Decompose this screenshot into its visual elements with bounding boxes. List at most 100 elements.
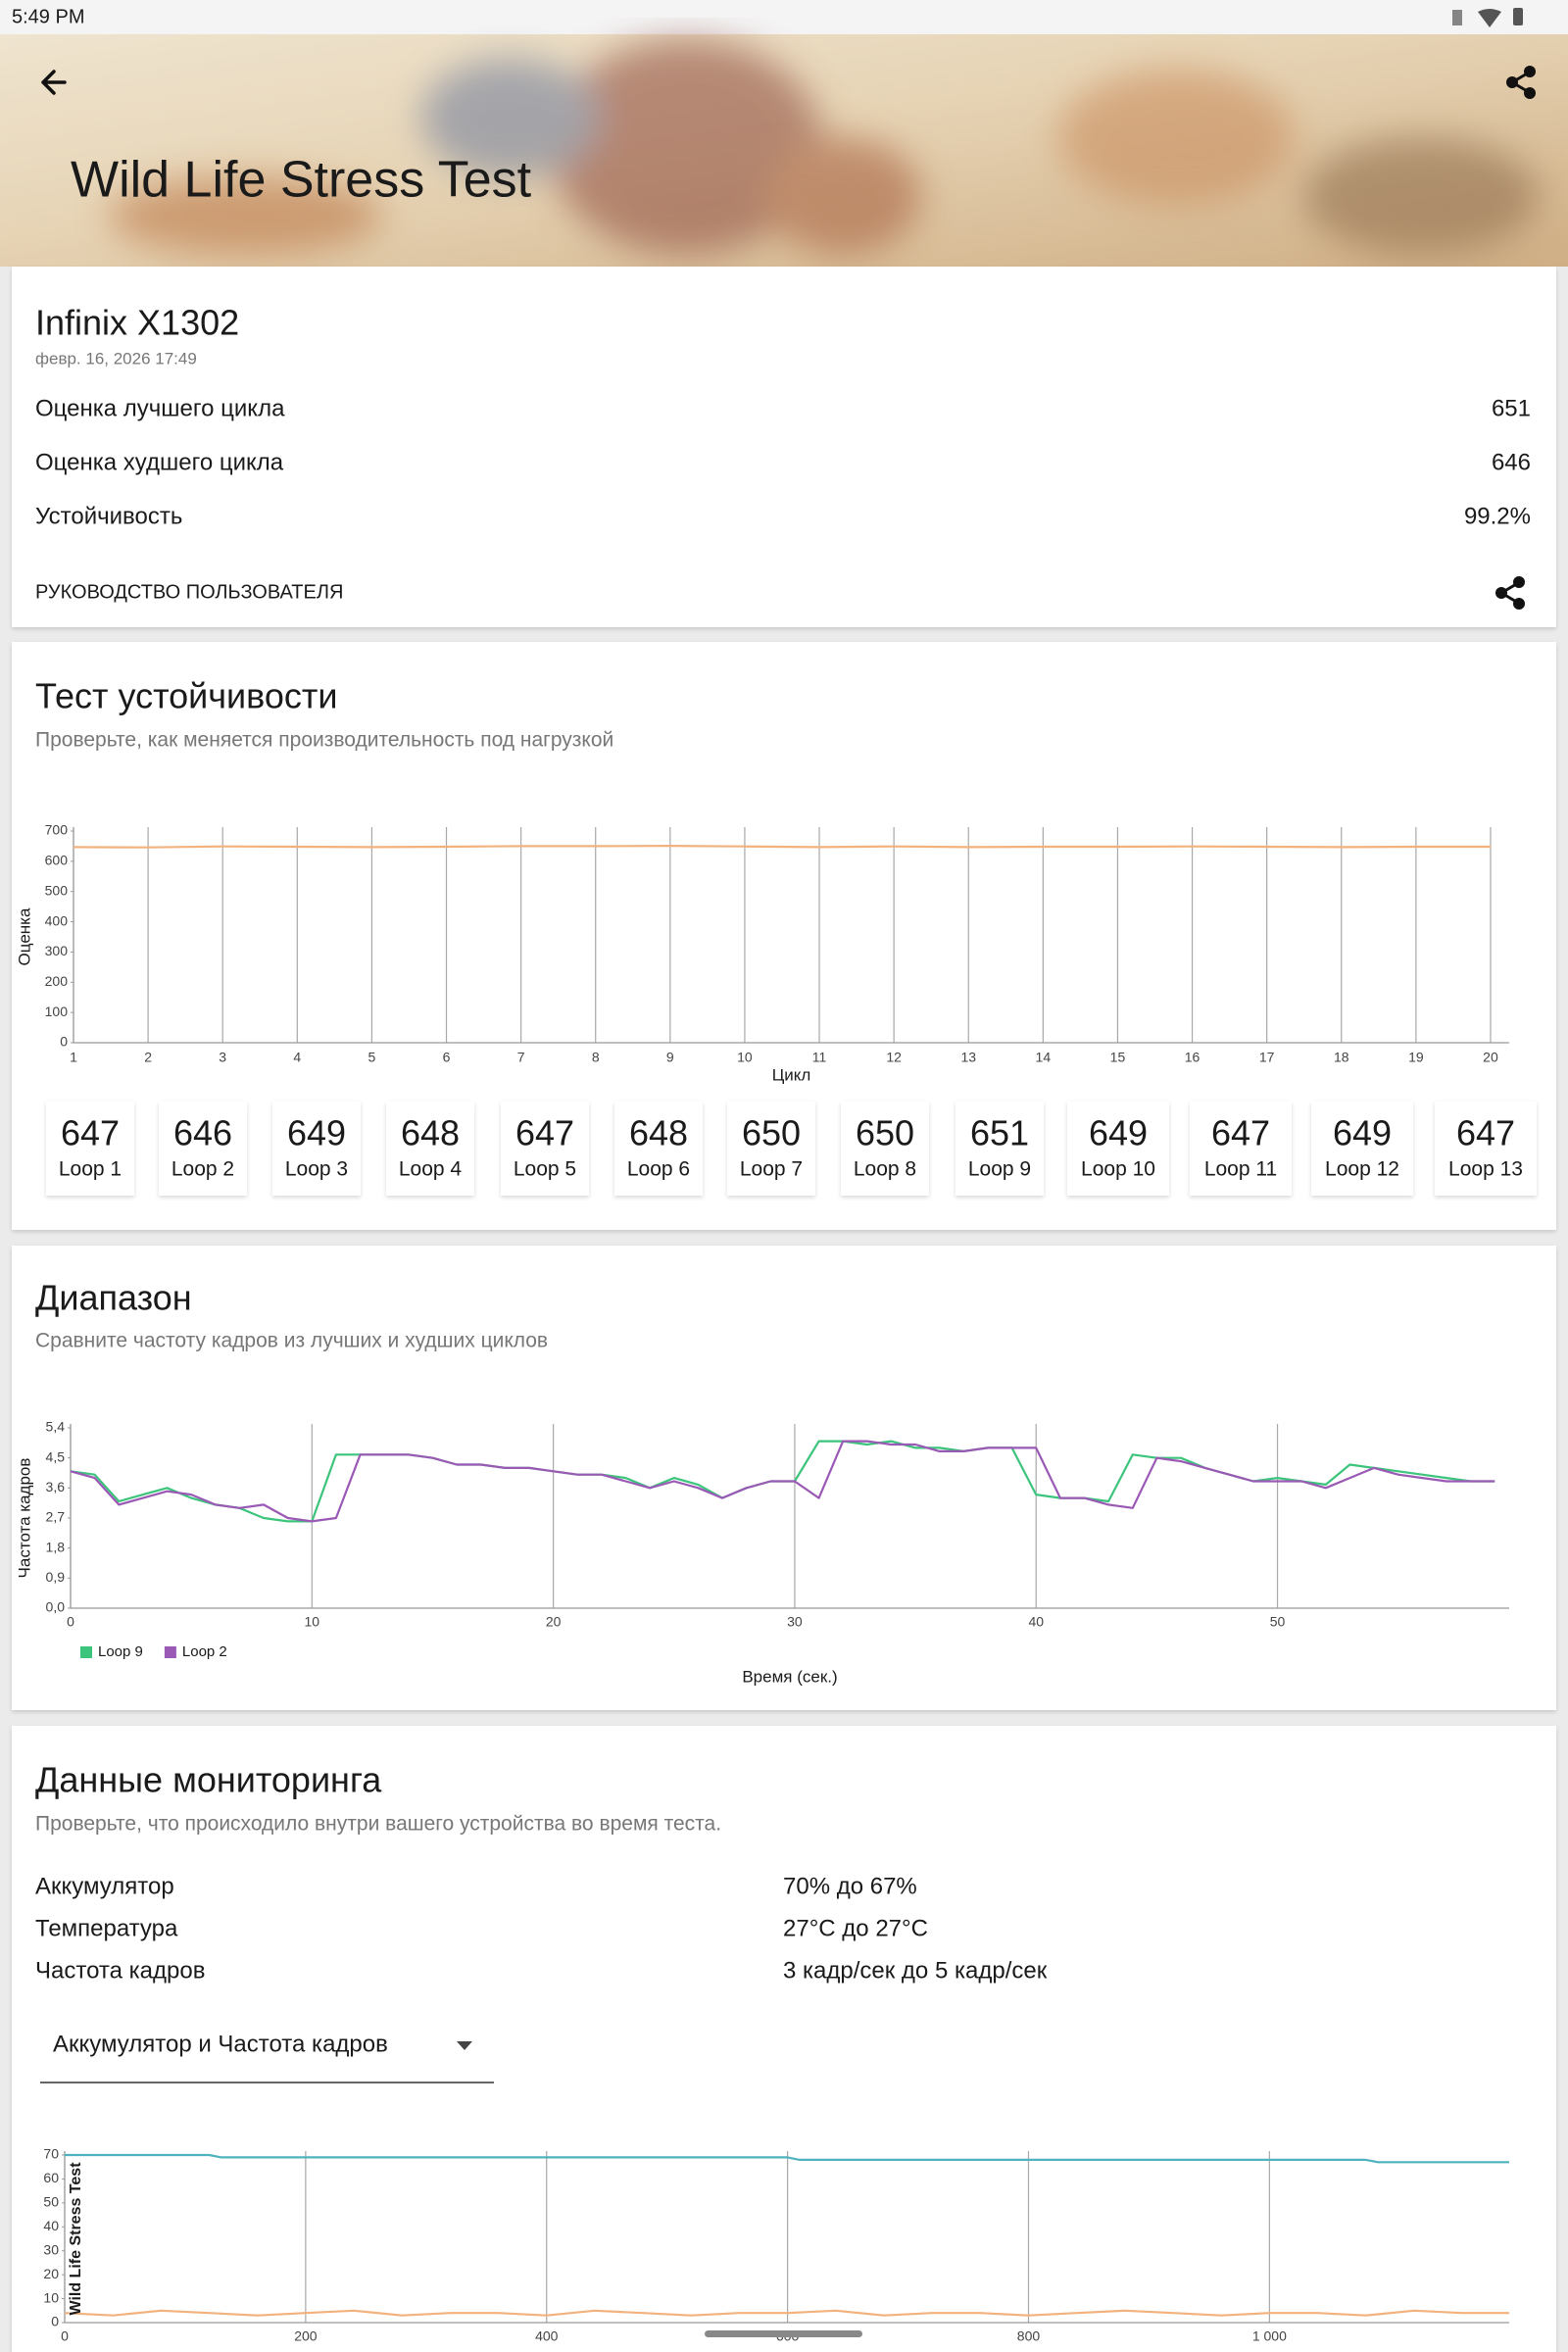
y-tick-label: 0 <box>60 1034 68 1050</box>
x-tick-label: 2 <box>144 1050 152 1065</box>
row-label: Температура <box>35 1915 178 1941</box>
x-axis-label: Время (сек.) <box>742 1667 837 1686</box>
x-tick-label: 20 <box>1483 1050 1498 1065</box>
y-tick-label: 600 <box>45 853 69 868</box>
row-label: Аккумулятор <box>35 1873 174 1899</box>
loop-score: 651 <box>970 1113 1029 1153</box>
device-name: Infinix X1302 <box>35 303 239 343</box>
loop-card: 650 Loop 8 <box>841 1102 929 1196</box>
header-title: Wild Life Stress Test <box>71 152 532 209</box>
loop-label: Loop 10 <box>1081 1158 1155 1181</box>
x-tick-label: 8 <box>592 1050 600 1065</box>
x-tick-label: 3 <box>219 1050 226 1065</box>
row-value: 70% до 67% <box>783 1873 917 1899</box>
loop-score: 649 <box>287 1113 346 1153</box>
nav-handle <box>705 2330 862 2337</box>
y-axis-label: Оценка <box>15 907 33 965</box>
status-icons <box>1452 8 1523 27</box>
x-tick-label: 13 <box>960 1050 976 1065</box>
back-button[interactable] <box>41 70 67 95</box>
loop-score: 649 <box>1333 1113 1392 1153</box>
series-line <box>65 2153 1509 2164</box>
loop-card-bg <box>614 1102 703 1196</box>
x-tick-label: 17 <box>1259 1050 1275 1065</box>
y-tick-label: 70 <box>43 2146 59 2162</box>
y-tick-label: 3,6 <box>46 1479 66 1494</box>
x-tick-label: 10 <box>305 1614 320 1630</box>
y-tick-label: 60 <box>43 2170 59 2185</box>
row-value: 99.2% <box>1464 503 1531 529</box>
row-value: 651 <box>1492 395 1531 421</box>
section-subtitle: Сравните частоту кадров из лучших и худш… <box>35 1330 548 1352</box>
test-date: февр. 16, 2026 17:49 <box>35 349 197 368</box>
x-tick-label: 50 <box>1270 1614 1286 1630</box>
row-label: Устойчивость <box>35 503 182 529</box>
loop-card-bg <box>727 1102 815 1196</box>
x-tick-label: 7 <box>517 1050 525 1065</box>
loop-card-bg <box>1435 1102 1537 1196</box>
y-tick-label: 100 <box>45 1004 69 1019</box>
y-tick-label: 200 <box>45 973 69 989</box>
loop-card-bg <box>46 1102 134 1196</box>
y-tick-label: 50 <box>43 2194 59 2210</box>
y-tick-label: 4,5 <box>46 1448 66 1464</box>
y-tick-label: 0,0 <box>46 1599 66 1615</box>
loop-score: 648 <box>629 1113 688 1153</box>
dropdown-label: Аккумулятор и Частота кадров <box>53 2031 388 2057</box>
loop-card: 648 Loop 4 <box>386 1102 474 1196</box>
x-tick-label: 12 <box>886 1050 902 1065</box>
loop-card: 647 Loop 1 <box>46 1102 134 1196</box>
user-guide-link[interactable]: РУКОВОДСТВО ПОЛЬЗОВАТЕЛЯ <box>35 581 343 603</box>
loop-card: 649 Loop 12 <box>1311 1102 1413 1196</box>
share-result-button[interactable] <box>1495 576 1525 610</box>
legend-label: Loop 9 <box>98 1643 143 1660</box>
loop-score: 648 <box>401 1113 460 1153</box>
y-axis-label: Wild Life Stress Test <box>68 2162 84 2316</box>
x-tick-label: 5 <box>368 1050 376 1065</box>
chart-dropdown[interactable]: Аккумулятор и Частота кадров <box>40 2031 494 2083</box>
loop-score: 650 <box>856 1113 914 1153</box>
loop-card: 648 Loop 6 <box>614 1102 703 1196</box>
x-tick-label: 4 <box>293 1050 301 1065</box>
series-line <box>73 845 1491 849</box>
x-tick-label: 15 <box>1110 1050 1126 1065</box>
x-tick-label: 19 <box>1408 1050 1424 1065</box>
loop-card: 649 Loop 3 <box>272 1102 361 1196</box>
y-tick-label: 30 <box>43 2241 59 2257</box>
loop-card: 647 Loop 5 <box>501 1102 589 1196</box>
y-tick-label: 0 <box>51 2314 59 2329</box>
y-tick-label: 20 <box>43 2266 59 2281</box>
row-value: 3 кадр/сек до 5 кадр/сек <box>783 1957 1048 1984</box>
y-tick-label: 5,4 <box>46 1419 66 1435</box>
y-axis-label: Частота кадров <box>15 1458 33 1579</box>
loop-label: Loop 12 <box>1325 1158 1399 1181</box>
status-bar <box>0 0 1568 34</box>
y-tick-label: 300 <box>45 943 69 958</box>
section-subtitle: Проверьте, как меняется производительнос… <box>35 729 613 752</box>
card <box>12 1726 1556 2352</box>
x-axis-label: Цикл <box>772 1065 811 1084</box>
section-title: Данные мониторинга <box>35 1760 382 1800</box>
loop-score: 650 <box>742 1113 801 1153</box>
loop-card: 646 Loop 2 <box>159 1102 247 1196</box>
loop-label: Loop 13 <box>1448 1158 1523 1181</box>
loop-label: Loop 8 <box>854 1158 916 1181</box>
row-label: Оценка худшего цикла <box>35 449 284 475</box>
card <box>12 267 1556 627</box>
x-tick-label: 200 <box>294 2328 318 2344</box>
loop-score: 647 <box>515 1113 574 1153</box>
header-art <box>108 39 1539 255</box>
loop-card-bg <box>386 1102 474 1196</box>
y-tick-label: 400 <box>45 912 69 928</box>
card <box>12 1246 1556 1710</box>
y-tick-label: 0,9 <box>46 1569 66 1585</box>
loop-score: 647 <box>61 1113 120 1153</box>
y-tick-label: 10 <box>43 2289 59 2305</box>
loop-label: Loop 11 <box>1204 1158 1277 1181</box>
share-button[interactable] <box>1506 66 1536 99</box>
x-tick-label: 9 <box>666 1050 674 1065</box>
monitoring-card: Данные мониторинга Проверьте, что происх… <box>12 1726 1556 2352</box>
loop-card-bg <box>1311 1102 1413 1196</box>
summary-card: Infinix X1302 февр. 16, 2026 17:49 Оценк… <box>12 267 1556 627</box>
